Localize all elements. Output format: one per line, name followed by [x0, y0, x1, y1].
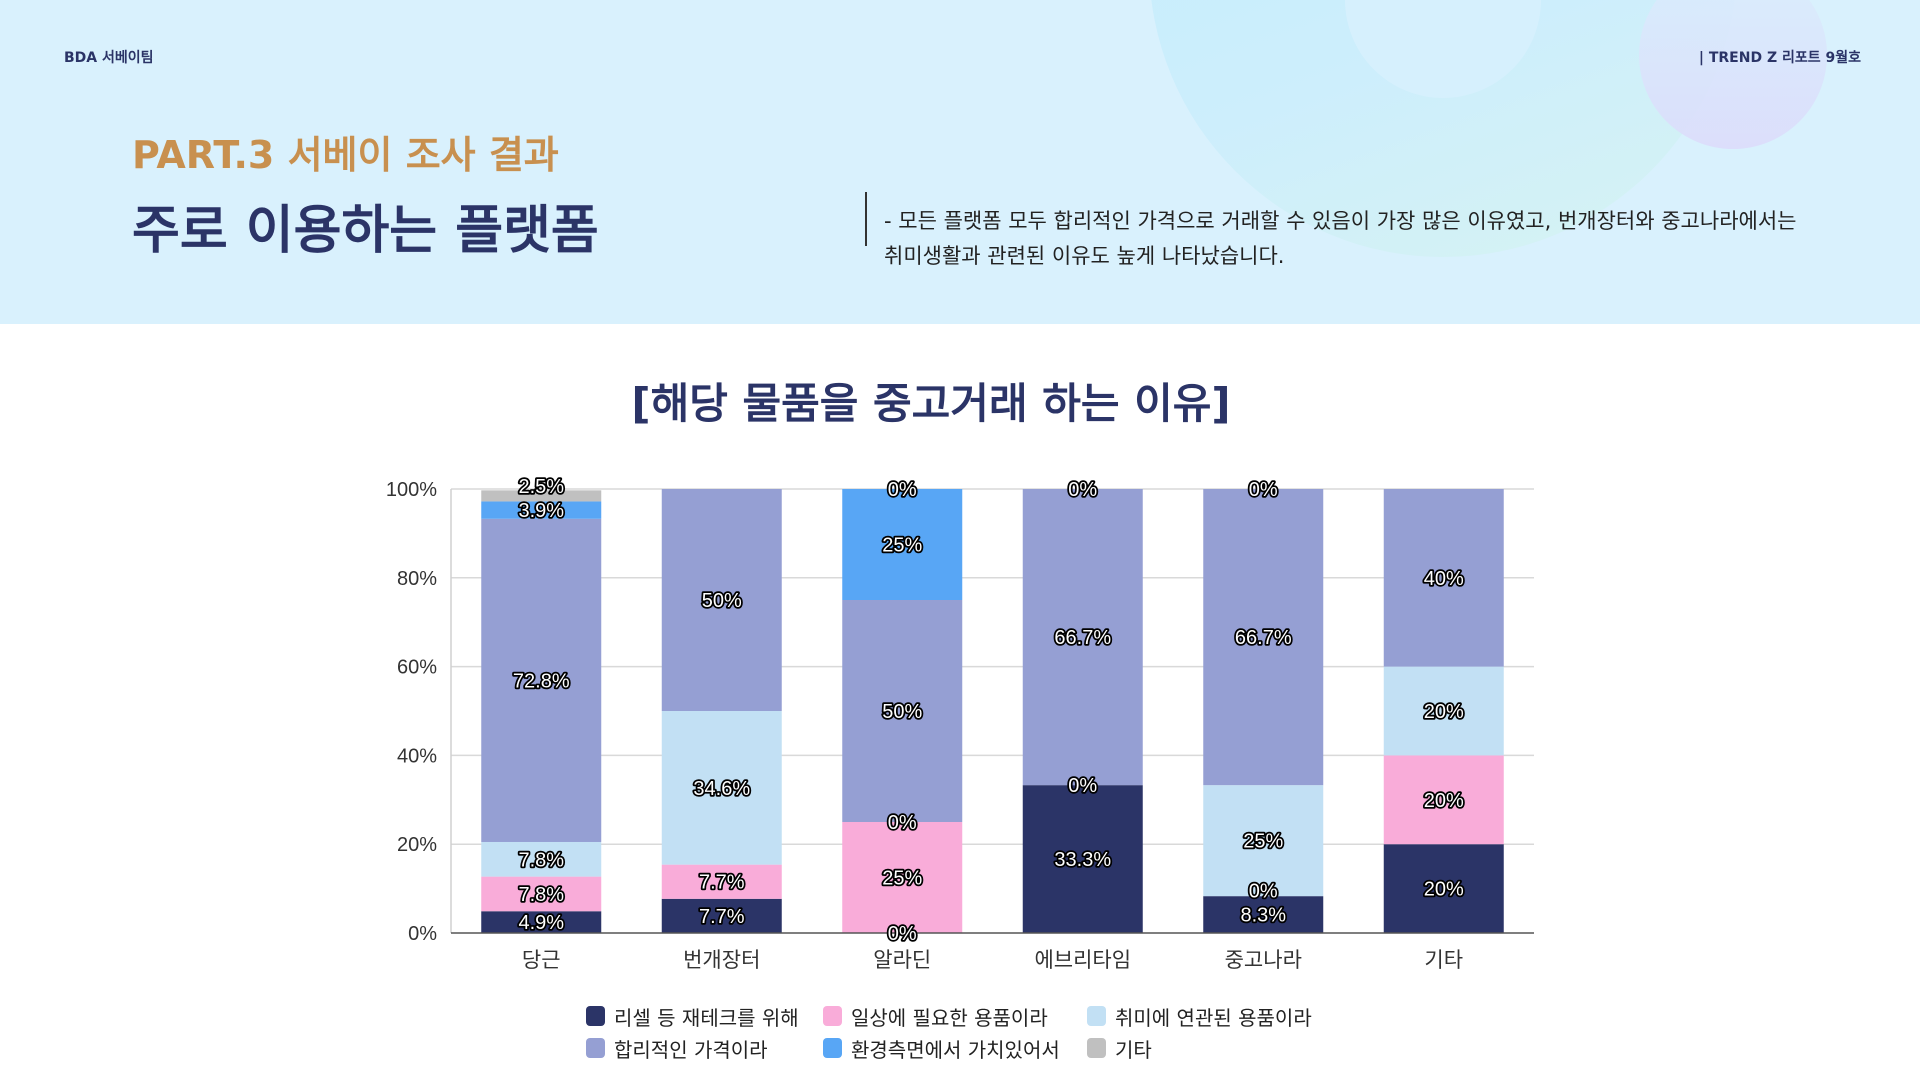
data-label: 40% [1424, 568, 1464, 590]
y-tick-label: 20% [397, 834, 437, 856]
legend-label: 합리적인 가격이라 [614, 1037, 768, 1062]
bar-segment [1203, 896, 1324, 933]
bar-segment [661, 898, 782, 933]
stacked-bar-chart: 0% 20% 40% 60% 80% 100% 당근 번개장터 알라딘 에브리타임 중고나라 기타 4.… [386, 474, 1534, 972]
divider [865, 192, 867, 246]
legend-item: 환경측면에서 가치있어서 [823, 1036, 1087, 1062]
bar-segment [842, 600, 963, 822]
decorative-circle [1639, 0, 1827, 149]
data-label: 7.8% [518, 884, 564, 906]
x-tick-label: 알라딘 [873, 948, 931, 972]
data-label: 50% [702, 590, 742, 612]
data-label: 25% [882, 868, 922, 890]
data-label: 7.8% [518, 849, 564, 871]
data-label: 72.8% [513, 670, 570, 692]
legend-swatch [586, 1006, 605, 1026]
data-label: 3.9% [518, 500, 564, 522]
data-label: 0% [1068, 479, 1097, 501]
data-label: 4.9% [518, 912, 564, 934]
data-label: 0% [888, 479, 917, 501]
legend-label: 취미에 연관된 용품이라 [1115, 1005, 1312, 1030]
data-label: 25% [1243, 831, 1283, 853]
page-title: 주로 이용하는 플랫폼 [132, 201, 599, 261]
data-label: 20% [1424, 790, 1464, 812]
section-label: PART.3 서베이 조사 결과 [132, 133, 559, 177]
bar-segment [481, 490, 602, 502]
data-label: 20% [1424, 879, 1464, 901]
x-tick-label: 당근 [522, 948, 561, 972]
header-banner: BDA 서베이팀 | TREND Z 리포트 9월호 PART.3 서베이 조사… [0, 0, 1920, 324]
legend-label: 환경측면에서 가치있어서 [851, 1037, 1060, 1062]
legend-label: 기타 [1115, 1037, 1152, 1062]
data-label: 25% [882, 535, 922, 557]
description: - 모든 플랫폼 모두 합리적인 가격으로 거래할 수 있음이 가장 많은 이유… [884, 204, 1796, 274]
issue-label: | TREND Z 리포트 9월호 [1698, 50, 1861, 66]
bar-segment [1022, 785, 1143, 933]
data-label: 34.6% [693, 778, 750, 800]
bar-segment [1383, 755, 1504, 845]
bar-segment [661, 711, 782, 865]
legend-swatch [1087, 1038, 1106, 1058]
legend-item: 일상에 필요한 용품이라 [823, 1004, 1087, 1030]
x-tick-label: 에브리타임 [1034, 948, 1131, 972]
data-label: 2.5% [518, 476, 564, 498]
y-tick-label: 80% [397, 568, 437, 590]
x-tick-label: 중고나라 [1225, 948, 1302, 972]
data-label: 0% [1249, 479, 1278, 501]
x-tick-label: 기타 [1424, 948, 1463, 972]
bar-segment [1383, 489, 1504, 667]
bar-segment [842, 489, 963, 600]
data-label: 8.3% [1240, 905, 1286, 927]
bar-segment [661, 864, 782, 899]
data-label: 66.7% [1235, 627, 1292, 649]
data-label: 33.3% [1054, 849, 1111, 871]
legend-label: 일상에 필요한 용품이라 [851, 1005, 1048, 1030]
chart-title: [해당 물품을 중고거래 하는 이유] [631, 379, 1231, 428]
bar-segment [1203, 489, 1324, 786]
x-tick-label: 번개장터 [683, 948, 760, 972]
data-label: 0% [888, 923, 917, 945]
legend-item: 리셀 등 재테크를 위해 [586, 1004, 823, 1030]
bar-segment [661, 489, 782, 711]
legend-swatch [823, 1038, 842, 1058]
data-label: 0% [1249, 881, 1278, 903]
legend-item: 합리적인 가격이라 [586, 1036, 823, 1062]
description-line: 취미생활과 관련된 이유도 높게 나타났습니다. [884, 244, 1285, 268]
bar-segment [481, 501, 602, 519]
legend-item: 기타 [1087, 1036, 1327, 1062]
legend-item: 취미에 연관된 용품이라 [1087, 1004, 1327, 1030]
data-label: 0% [888, 812, 917, 834]
legend-swatch [1087, 1006, 1106, 1026]
bar-segment [481, 841, 602, 877]
legend-swatch [586, 1038, 605, 1058]
bar-segment [481, 876, 602, 912]
legend-swatch [823, 1006, 842, 1026]
data-label: 20% [1424, 701, 1464, 723]
bar-segment [481, 911, 602, 933]
y-tick-label: 0% [408, 923, 437, 945]
team-name: BDA 서베이팀 [64, 50, 154, 66]
bar-segment [1203, 785, 1324, 897]
y-tick-label: 60% [397, 657, 437, 679]
data-label: 0% [1068, 775, 1097, 797]
bar-segment [842, 822, 963, 933]
bar-segment [1383, 666, 1504, 756]
data-label: 7.7% [699, 906, 745, 928]
data-label: 7.7% [699, 872, 745, 894]
legend-label: 리셀 등 재테크를 위해 [614, 1005, 799, 1030]
data-label: 50% [882, 701, 922, 723]
description-line: - 모든 플랫폼 모두 합리적인 가격으로 거래할 수 있음이 가장 많은 이유… [884, 209, 1797, 233]
data-label: 66.7% [1054, 627, 1111, 649]
bar-segment [1383, 844, 1504, 933]
y-tick-label: 40% [397, 745, 437, 767]
bar-segment [1022, 489, 1143, 786]
y-tick-label: 100% [386, 479, 437, 501]
bar-segment [481, 518, 602, 842]
